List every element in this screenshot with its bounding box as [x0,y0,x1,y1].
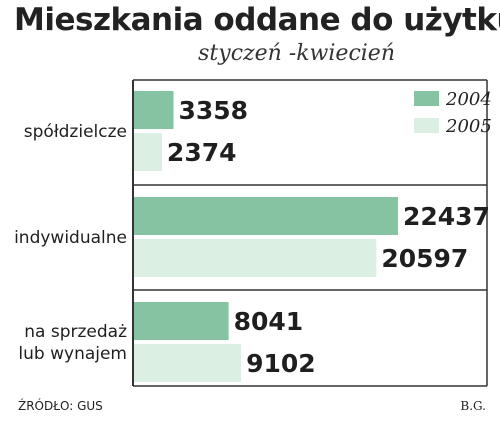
author-credit: B.G. [460,399,486,413]
bar-2005 [134,344,242,382]
legend: 2004 2005 [414,89,492,137]
category-label: spółdzielcze [24,122,127,142]
bar-2004 [134,302,229,340]
category-label: na sprzedaż [24,322,127,342]
data-label: 8041 [234,307,304,336]
category-label: indywidualne [14,228,127,248]
bars-group [134,91,398,382]
legend-label: 2005 [445,116,492,137]
legend-swatch-2005 [414,118,439,133]
bar-2005 [134,133,162,171]
legend-swatch-2004 [414,91,439,106]
chart-frame [132,79,488,387]
data-label: 9102 [246,349,316,378]
data-label: 3358 [179,96,249,125]
category-label: lub wynajem [18,344,127,364]
bar-2005 [134,239,377,277]
chart-subtitle: styczeń -kwiecień [198,41,395,66]
data-label: 22437 [403,202,490,231]
data-label: 2374 [167,138,237,167]
bar-2004 [134,91,174,129]
source-note: ŹRÓDŁO: GUS [18,399,103,413]
legend-label: 2004 [445,89,492,110]
labels-group: 3358 2374 spółdzielcze 22437 20597 indywidual… [14,96,490,378]
bar-2004 [134,197,398,235]
data-label: 20597 [381,244,468,273]
chart-title: Mieszkania oddane do użytku [14,2,500,38]
